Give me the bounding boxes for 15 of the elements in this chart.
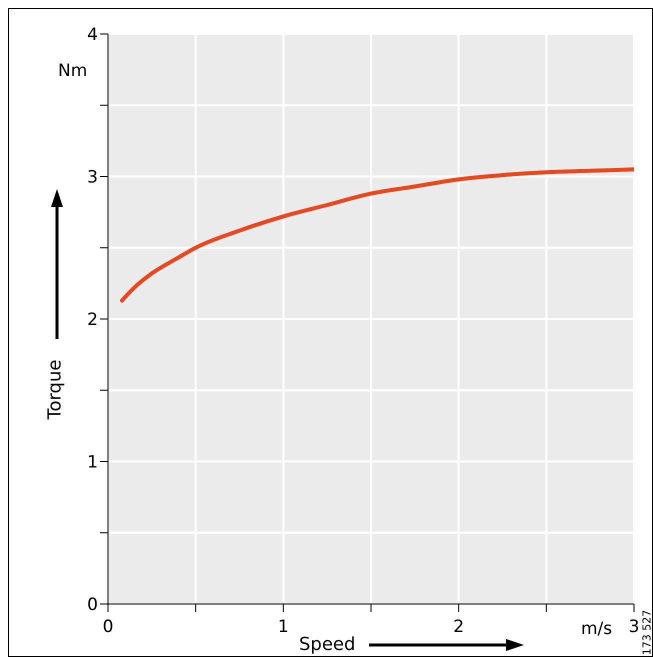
text: 173 527 (640, 608, 653, 657)
x-tick-label: 1 (278, 617, 289, 638)
y-axis-title: Torque (44, 358, 66, 422)
y-tick-label: 0 (87, 595, 98, 616)
y-tick-label: 2 (87, 310, 98, 330)
line-series (120, 167, 634, 302)
text: m/s (581, 619, 612, 639)
y-tick-label: 4 (87, 25, 98, 46)
y-tick-label: 1 (87, 452, 98, 473)
x-tick-label: 2 (453, 617, 464, 638)
x-axis-title: Speed (299, 634, 356, 655)
x-tick-label: 3 (628, 617, 640, 638)
y-tick-label: 3 (87, 168, 98, 188)
x-tick-label: 0 (102, 617, 114, 638)
text: Nm (58, 61, 88, 81)
